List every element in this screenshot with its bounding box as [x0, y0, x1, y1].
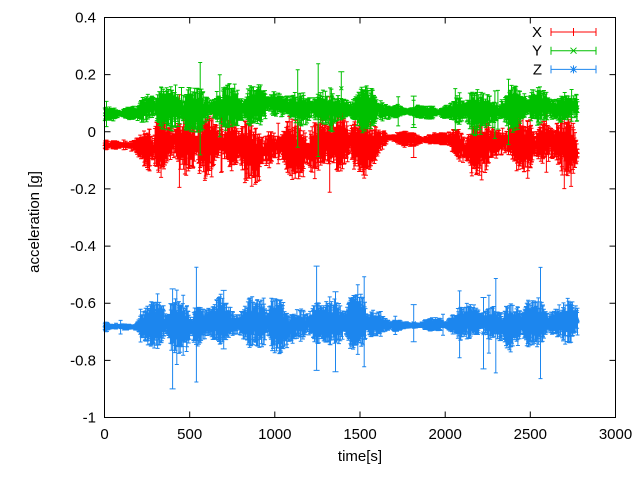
legend-sample-z — [550, 65, 597, 74]
x-tick-label: 1500 — [343, 426, 376, 443]
legend-sample-x — [550, 28, 597, 36]
series-z-errorbars — [102, 265, 580, 390]
y-tick-label: 0.4 — [75, 10, 96, 27]
x-tick-label: 2000 — [429, 426, 462, 443]
y-tick-label: -0.2 — [70, 181, 96, 198]
y-tick-label: -0.6 — [70, 295, 96, 312]
y-axis-label: acceleration [g] — [26, 171, 43, 273]
axis-ticks — [104, 17, 616, 418]
legend-label-x: X — [532, 24, 542, 41]
y-tick-label: -0.4 — [70, 238, 96, 255]
tick-marks — [104, 17, 616, 418]
y-tick-label: 0.2 — [75, 67, 96, 84]
legend-label-y: Y — [532, 43, 542, 60]
x-tick-label: 2500 — [514, 426, 547, 443]
series-z — [102, 265, 580, 390]
x-axis-label: time[s] — [338, 448, 382, 465]
y-tick-label: -0.8 — [70, 352, 96, 369]
legend-item-y: Y — [532, 43, 597, 60]
x-tick-label: 0 — [100, 426, 108, 443]
legend-item-z: Z — [533, 61, 597, 78]
x-tick-label: 3000 — [599, 426, 632, 443]
y-tick-label: 0 — [88, 124, 96, 141]
data-series — [102, 62, 580, 390]
y-tick-label: -1 — [83, 410, 96, 427]
legend: XYZ — [532, 24, 597, 78]
x-tick-labels: 0 500 1000 1500 2000 2500 3000 — [100, 426, 632, 443]
x-tick-label: 1000 — [258, 426, 291, 443]
legend-sample-y — [550, 46, 597, 55]
x-tick-label: 500 — [177, 426, 202, 443]
legend-item-x: X — [532, 24, 597, 41]
y-tick-labels: -1 -0.8 -0.6 -0.4 -0.2 0 0.2 0.4 — [70, 10, 96, 427]
legend-label-z: Z — [533, 61, 542, 78]
